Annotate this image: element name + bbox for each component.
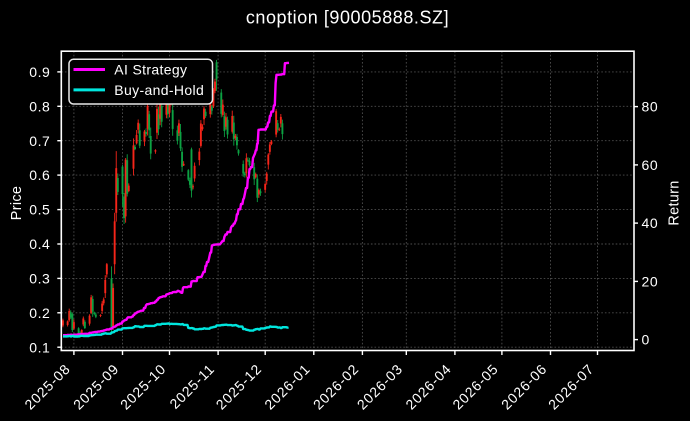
svg-text:0.6: 0.6 — [29, 167, 50, 183]
svg-text:80: 80 — [642, 99, 659, 115]
svg-text:0.1: 0.1 — [29, 339, 50, 355]
svg-text:cnoption [90005888.SZ]: cnoption [90005888.SZ] — [246, 7, 449, 27]
svg-text:0.8: 0.8 — [29, 98, 50, 114]
svg-text:Return: Return — [667, 180, 683, 225]
svg-text:0.9: 0.9 — [29, 64, 50, 80]
svg-text:60: 60 — [642, 157, 659, 173]
svg-text:0.5: 0.5 — [29, 202, 50, 218]
svg-text:20: 20 — [642, 274, 659, 290]
svg-text:0: 0 — [642, 332, 650, 348]
svg-text:Buy-and-Hold: Buy-and-Hold — [114, 82, 204, 98]
svg-text:Price: Price — [9, 186, 25, 221]
svg-text:0.2: 0.2 — [29, 305, 50, 321]
svg-text:AI Strategy: AI Strategy — [114, 61, 187, 77]
svg-text:0.3: 0.3 — [29, 271, 50, 287]
svg-text:0.4: 0.4 — [29, 236, 50, 252]
svg-text:40: 40 — [642, 215, 659, 231]
svg-text:0.7: 0.7 — [29, 133, 50, 149]
